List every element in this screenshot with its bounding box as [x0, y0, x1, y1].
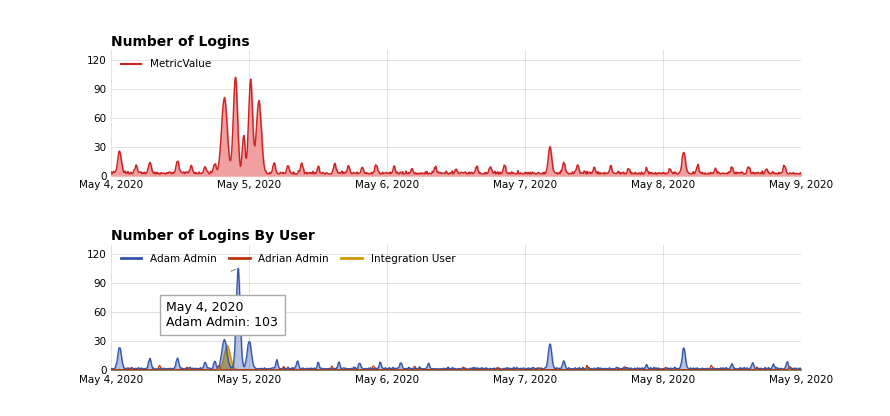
Legend: MetricValue: MetricValue [117, 55, 215, 74]
Text: Number of Logins: Number of Logins [111, 35, 250, 49]
Text: Number of Logins By User: Number of Logins By User [111, 230, 315, 243]
Text: May 4, 2020
Adam Admin: 103: May 4, 2020 Adam Admin: 103 [166, 301, 279, 329]
Legend: Adam Admin, Adrian Admin, Integration User: Adam Admin, Adrian Admin, Integration Us… [117, 250, 459, 268]
